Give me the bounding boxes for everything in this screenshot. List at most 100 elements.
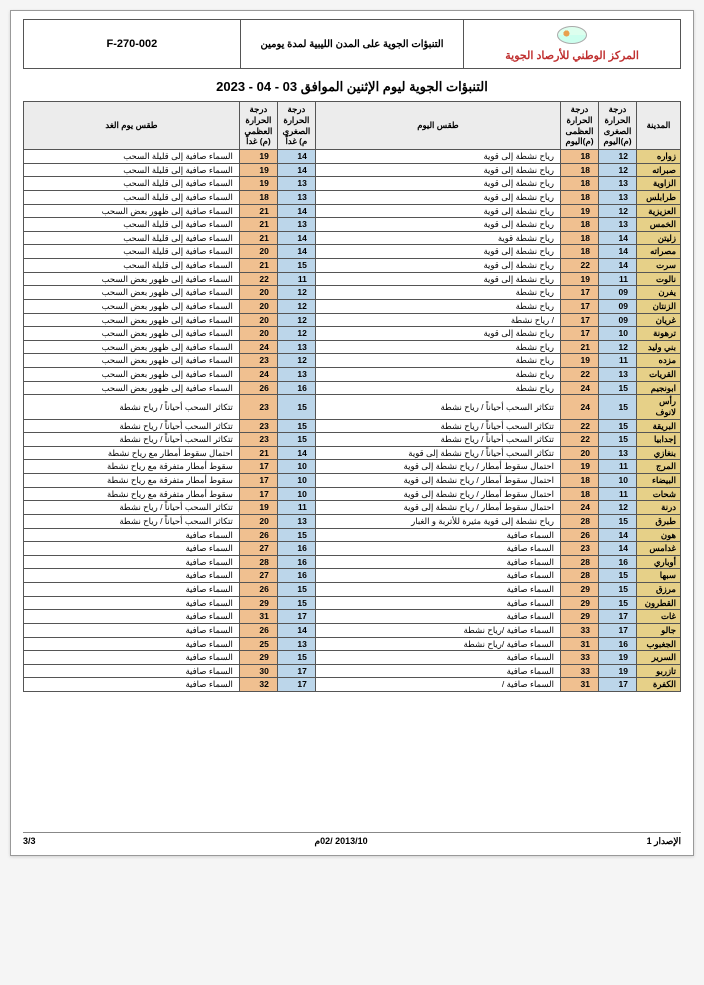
cell-city: غات: [637, 610, 681, 624]
cell-max2: 26: [239, 381, 277, 395]
cell-min1: 14: [599, 528, 637, 542]
cell-city: القريات: [637, 368, 681, 382]
cell-max1: 17: [561, 313, 599, 327]
cell-min2: 12: [277, 313, 315, 327]
cell-w2: السماء صافية: [24, 555, 240, 569]
cell-max1: 18: [561, 150, 599, 164]
cell-max2: 20: [239, 514, 277, 528]
cell-min2: 15: [277, 259, 315, 273]
cell-max1: 18: [561, 474, 599, 488]
header-title: التنبؤات الجوية على المدن الليبية لمدة ي…: [240, 20, 463, 69]
cell-max2: 18: [239, 190, 277, 204]
cell-city: مزده: [637, 354, 681, 368]
cell-min2: 15: [277, 583, 315, 597]
table-row: رأس لانوف1524تتكاثر السحب أحياناً / رياح…: [24, 395, 681, 419]
cell-w1: احتمال سقوط أمطار / رياح نشطة إلى قوية: [315, 487, 560, 501]
cell-min2: 15: [277, 596, 315, 610]
org-cell: المركز الوطني للأرصاد الجوية: [464, 20, 681, 69]
cell-city: غريان: [637, 313, 681, 327]
cell-max2: 27: [239, 542, 277, 556]
col-weather-tm: طقس يوم الغد: [24, 102, 240, 150]
cell-max1: 18: [561, 487, 599, 501]
cell-city: ابونجيم: [637, 381, 681, 395]
cell-min1: 10: [599, 474, 637, 488]
cell-min1: 12: [599, 340, 637, 354]
cell-min2: 14: [277, 204, 315, 218]
cell-w1: تتكاثر السحب أحياناً / رياح نشطة: [315, 433, 560, 447]
cell-max2: 26: [239, 623, 277, 637]
cell-w1: السماء صافية: [315, 542, 560, 556]
table-row: مصراته1418رياح نشطة إلى قوية1420السماء ص…: [24, 245, 681, 259]
cell-min1: 15: [599, 419, 637, 433]
cell-city: البيضاء: [637, 474, 681, 488]
cell-max1: 21: [561, 340, 599, 354]
cell-min1: 11: [599, 272, 637, 286]
cell-min1: 15: [599, 514, 637, 528]
cell-w1: السماء صافية: [315, 664, 560, 678]
table-row: القطرون1529السماء صافية1529السماء صافية: [24, 596, 681, 610]
cell-city: الجغبوب: [637, 637, 681, 651]
table-row: مرزق1529السماء صافية1526السماء صافية: [24, 583, 681, 597]
cell-max2: 17: [239, 487, 277, 501]
table-row: القريات1322رياح نشطة1324السماء صافية إلى…: [24, 368, 681, 382]
cell-w1: رياح نشطة إلى قوية: [315, 150, 560, 164]
cell-min2: 16: [277, 381, 315, 395]
cell-min1: 09: [599, 286, 637, 300]
cell-max2: 19: [239, 163, 277, 177]
cell-max2: 32: [239, 678, 277, 692]
cell-min1: 17: [599, 678, 637, 692]
cell-w2: السماء صافية إلى ظهور بعض السحب: [24, 327, 240, 341]
logo-icon: [557, 26, 587, 44]
cell-w2: تتكاثر السحب أحياناً / رياح نشطة: [24, 395, 240, 419]
cell-max1: 22: [561, 368, 599, 382]
cell-city: هون: [637, 528, 681, 542]
table-row: جالو1733السماء صافية /رياح نشطة1426السما…: [24, 623, 681, 637]
cell-w1: رياح نشطة إلى قوية: [315, 259, 560, 273]
footer-right: الإصدار 1: [647, 836, 681, 847]
cell-max1: 18: [561, 231, 599, 245]
cell-max2: 25: [239, 637, 277, 651]
table-row: غات1729السماء صافية1731السماء صافية: [24, 610, 681, 624]
cell-max1: 18: [561, 245, 599, 259]
cell-max2: 26: [239, 583, 277, 597]
cell-city: يفرن: [637, 286, 681, 300]
cell-w1: السماء صافية: [315, 651, 560, 665]
cell-min2: 12: [277, 286, 315, 300]
cell-city: البريقة: [637, 419, 681, 433]
cell-min2: 13: [277, 190, 315, 204]
cell-city: رأس لانوف: [637, 395, 681, 419]
cell-city: زليتن: [637, 231, 681, 245]
table-row: غريان0917/ رياح نشطة1220السماء صافية إلى…: [24, 313, 681, 327]
cell-max1: 17: [561, 286, 599, 300]
table-body: زواره1218رياح نشطة إلى قوية1419السماء صا…: [24, 150, 681, 692]
cell-min2: 13: [277, 514, 315, 528]
cell-max2: 30: [239, 664, 277, 678]
cell-max1: 24: [561, 381, 599, 395]
cell-max2: 31: [239, 610, 277, 624]
cell-min2: 17: [277, 678, 315, 692]
cell-max1: 17: [561, 327, 599, 341]
cell-max1: 18: [561, 177, 599, 191]
cell-min2: 13: [277, 637, 315, 651]
cell-city: العزيزية: [637, 204, 681, 218]
table-row: الخمس1318رياح نشطة إلى قوية1321السماء صا…: [24, 218, 681, 232]
cell-min1: 12: [599, 501, 637, 515]
cell-city: الزاوية: [637, 177, 681, 191]
cell-w1: رياح نشطة: [315, 286, 560, 300]
cell-min1: 16: [599, 555, 637, 569]
cell-w2: السماء صافية إلى ظهور بعض السحب: [24, 340, 240, 354]
cell-city: السرير: [637, 651, 681, 665]
page-footer: الإصدار 1 2013/10 /02م 3/3: [23, 832, 681, 847]
cell-w1: رياح نشطة إلى قوية: [315, 327, 560, 341]
cell-city: جالو: [637, 623, 681, 637]
cell-city: الخمس: [637, 218, 681, 232]
table-row: العزيزية1219رياح نشطة إلى قوية1421السماء…: [24, 204, 681, 218]
cell-max1: 18: [561, 218, 599, 232]
cell-w1: رياح نشطة إلى قوية مثيرة للأتربة و الغبا…: [315, 514, 560, 528]
cell-city: أوباري: [637, 555, 681, 569]
cell-w2: السماء صافية: [24, 678, 240, 692]
table-row: ترهونة1017رياح نشطة إلى قوية1220السماء ص…: [24, 327, 681, 341]
cell-w1: رياح نشطة إلى قوية: [315, 163, 560, 177]
table-row: بني وليد1221رياح نشطة1324السماء صافية إل…: [24, 340, 681, 354]
table-row: الزاوية1318رياح نشطة إلى قوية1319السماء …: [24, 177, 681, 191]
